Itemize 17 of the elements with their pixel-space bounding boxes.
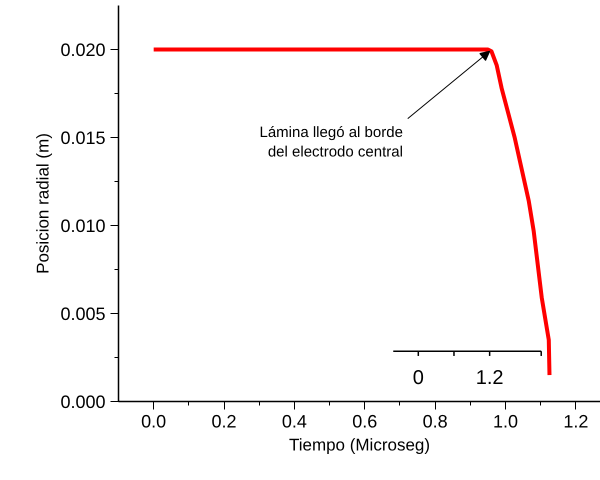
x-tick-label: 0.6: [352, 412, 378, 432]
y-tick-label: 0.000: [60, 392, 106, 412]
annotation: 0: [412, 366, 424, 389]
y-tick-label: 0.020: [60, 40, 106, 60]
x-tick-label: 0.0: [141, 412, 166, 432]
y-tick-label: 0.005: [60, 304, 106, 324]
x-tick-label: 0.4: [282, 412, 307, 432]
x-tick-label: 1.0: [492, 412, 518, 432]
x-tick-label: 0.8: [422, 412, 448, 432]
annotation: 1.2: [476, 366, 504, 389]
x-tick-label: 0.2: [212, 412, 237, 432]
y-axis-title: Posicion radial (m): [33, 133, 52, 274]
y-tick-label: 0.015: [60, 128, 106, 148]
x-axis-title: Tiempo (Microseg): [288, 436, 430, 454]
y-tick-label: 0.010: [60, 216, 106, 236]
x-tick-label: 1.2: [563, 412, 588, 432]
annotation: Lámina llegó al borde del electrodo central: [259, 124, 403, 161]
